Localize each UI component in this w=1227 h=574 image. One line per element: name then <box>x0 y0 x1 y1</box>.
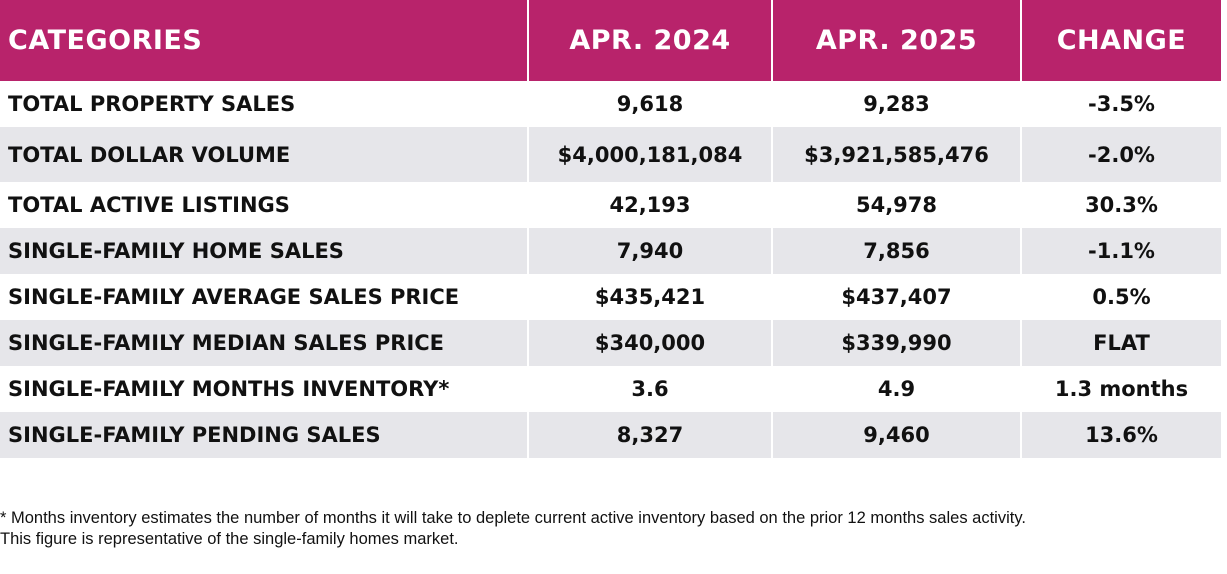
row-change-value: 30.3% <box>1022 182 1221 228</box>
footnote: * Months inventory estimates the number … <box>0 508 1227 550</box>
table-row: TOTAL DOLLAR VOLUME $4,000,181,084 $3,92… <box>0 127 1221 182</box>
row-apr-2025-value: 4.9 <box>773 366 1022 412</box>
table-row: SINGLE-FAMILY PENDING SALES 8,327 9,460 … <box>0 412 1221 458</box>
row-change-value: 1.3 months <box>1022 366 1221 412</box>
row-apr-2024-value: 3.6 <box>529 366 773 412</box>
row-apr-2024-value: 8,327 <box>529 412 773 458</box>
row-apr-2025-value: 9,283 <box>773 81 1022 127</box>
row-change-value: -2.0% <box>1022 127 1221 182</box>
table-header-row: CATEGORIES APR. 2024 APR. 2025 CHANGE <box>0 0 1221 81</box>
footnote-line-1: * Months inventory estimates the number … <box>0 509 1026 527</box>
row-apr-2024-value: 42,193 <box>529 182 773 228</box>
row-category: SINGLE-FAMILY MONTHS INVENTORY* <box>0 366 529 412</box>
table-row: SINGLE-FAMILY AVERAGE SALES PRICE $435,4… <box>0 274 1221 320</box>
header-apr-2024: APR. 2024 <box>529 0 773 81</box>
row-change-value: 13.6% <box>1022 412 1221 458</box>
row-apr-2024-value: $435,421 <box>529 274 773 320</box>
footnote-line-2: This figure is representative of the sin… <box>0 530 459 548</box>
row-apr-2025-value: $437,407 <box>773 274 1022 320</box>
row-category: TOTAL DOLLAR VOLUME <box>0 127 529 182</box>
row-apr-2024-value: 9,618 <box>529 81 773 127</box>
row-category: SINGLE-FAMILY MEDIAN SALES PRICE <box>0 320 529 366</box>
row-apr-2025-value: $339,990 <box>773 320 1022 366</box>
row-apr-2024-value: $340,000 <box>529 320 773 366</box>
row-category: TOTAL PROPERTY SALES <box>0 81 529 127</box>
header-categories: CATEGORIES <box>0 0 529 81</box>
row-change-value: FLAT <box>1022 320 1221 366</box>
row-apr-2025-value: $3,921,585,476 <box>773 127 1022 182</box>
row-category: SINGLE-FAMILY PENDING SALES <box>0 412 529 458</box>
row-apr-2025-value: 54,978 <box>773 182 1022 228</box>
header-change: CHANGE <box>1022 0 1221 81</box>
market-stats-table: CATEGORIES APR. 2024 APR. 2025 CHANGE TO… <box>0 0 1221 458</box>
row-apr-2025-value: 9,460 <box>773 412 1022 458</box>
row-change-value: -1.1% <box>1022 228 1221 274</box>
table-row: TOTAL ACTIVE LISTINGS 42,193 54,978 30.3… <box>0 182 1221 228</box>
row-category: SINGLE-FAMILY HOME SALES <box>0 228 529 274</box>
row-apr-2024-value: $4,000,181,084 <box>529 127 773 182</box>
row-category: SINGLE-FAMILY AVERAGE SALES PRICE <box>0 274 529 320</box>
header-apr-2025: APR. 2025 <box>773 0 1022 81</box>
row-apr-2024-value: 7,940 <box>529 228 773 274</box>
row-change-value: -3.5% <box>1022 81 1221 127</box>
table-row: TOTAL PROPERTY SALES 9,618 9,283 -3.5% <box>0 81 1221 127</box>
table-row: SINGLE-FAMILY MONTHS INVENTORY* 3.6 4.9 … <box>0 366 1221 412</box>
table-row: SINGLE-FAMILY HOME SALES 7,940 7,856 -1.… <box>0 228 1221 274</box>
row-category: TOTAL ACTIVE LISTINGS <box>0 182 529 228</box>
row-apr-2025-value: 7,856 <box>773 228 1022 274</box>
table-row: SINGLE-FAMILY MEDIAN SALES PRICE $340,00… <box>0 320 1221 366</box>
row-change-value: 0.5% <box>1022 274 1221 320</box>
